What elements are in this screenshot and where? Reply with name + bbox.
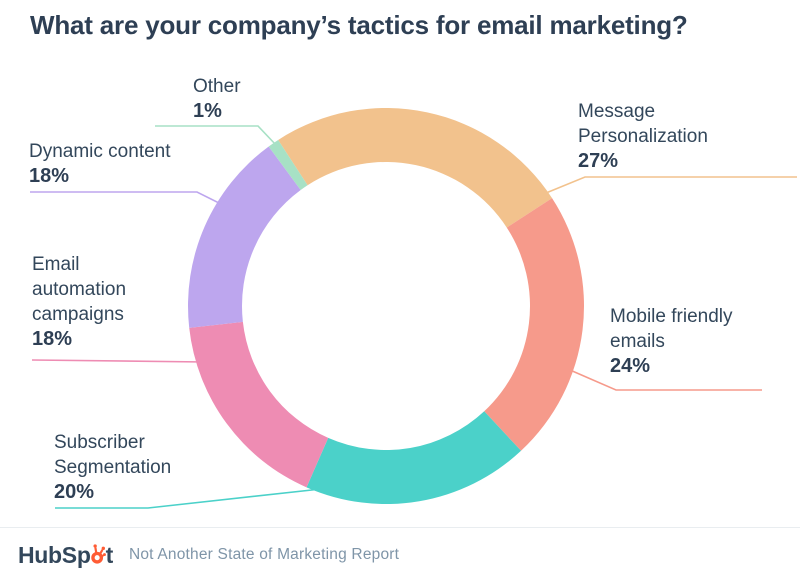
callout-dynamic-content: Dynamic content 18%	[29, 139, 239, 189]
leader-message-personalization	[545, 176, 797, 194]
slice-email-automation-campaigns	[189, 321, 329, 488]
callout-label: Message Personalization	[578, 101, 708, 147]
footer-caption: Not Another State of Marketing Report	[128, 546, 400, 563]
footer-divider	[0, 527, 800, 528]
leader-other	[155, 125, 277, 146]
callout-label: Mobile friendly emails	[610, 306, 733, 352]
callout-label: Subscriber Segmentation	[54, 432, 172, 478]
donut-slices	[188, 107, 585, 505]
brand-text-prefix: HubSp	[18, 542, 91, 568]
callout-value: 18%	[32, 328, 73, 350]
callout-value: 24%	[610, 355, 651, 377]
callout-value: 1%	[193, 100, 222, 122]
callout-subscriber-segmentation: Subscriber Segmentation 20%	[54, 430, 239, 505]
slice-message-personalization	[278, 107, 553, 228]
leader-dynamic-content	[30, 191, 228, 208]
slice-dynamic-content	[188, 146, 301, 328]
callout-email-automation-campaigns: Email automation campaigns 18%	[32, 252, 167, 352]
leader-subscriber-segmentation	[55, 487, 331, 509]
callout-mobile-friendly-emails: Mobile friendly emails 24%	[610, 304, 775, 379]
callout-label: Email automation campaigns	[32, 254, 127, 325]
leader-mobile-friendly-emails	[569, 369, 762, 391]
slice-subscriber-segmentation	[306, 411, 522, 505]
footer: HubSp t Not Another State of Marketing R…	[18, 541, 399, 568]
slice-mobile-friendly-emails	[484, 198, 585, 451]
slice-other	[268, 139, 308, 190]
callout-value: 27%	[578, 150, 619, 172]
callout-value: 18%	[29, 165, 70, 187]
callout-label: Other	[193, 76, 241, 97]
callout-label: Dynamic content	[29, 141, 171, 162]
hubspot-logo: HubSp t	[18, 541, 113, 568]
chart-title: What are your company’s tactics for emai…	[30, 10, 688, 40]
callout-message-personalization: Message Personalization 27%	[578, 99, 753, 174]
hubspot-sprocket-icon	[90, 544, 106, 564]
callout-other: Other 1%	[193, 74, 303, 124]
brand-text-suffix: t	[105, 542, 114, 568]
callout-value: 20%	[54, 481, 95, 503]
